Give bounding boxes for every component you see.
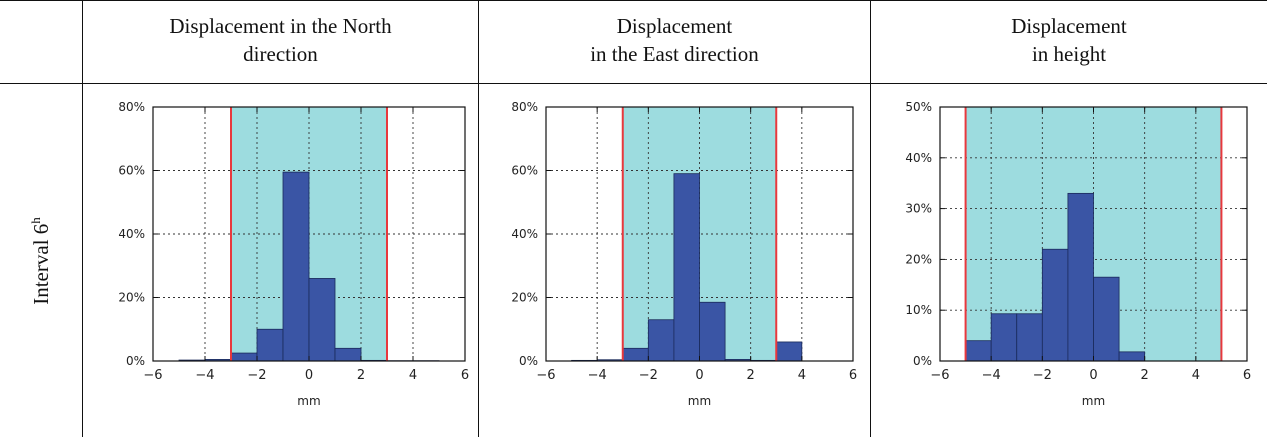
- height-xtick-label: 0: [1089, 368, 1097, 383]
- north-xtick-label: 4: [409, 368, 417, 383]
- height-xtick-label: 2: [1141, 368, 1149, 383]
- east-bar: [699, 301, 726, 362]
- north-bar: [308, 278, 336, 362]
- north-ytick-label: 0%: [126, 354, 145, 368]
- east-bar: [647, 319, 675, 362]
- height-bar: [1041, 248, 1069, 362]
- north-ytick-label: 60%: [118, 164, 145, 178]
- north-bar: [256, 328, 284, 362]
- east-xtick-label: −4: [588, 368, 607, 383]
- header-height-line2: in height: [1031, 42, 1107, 66]
- row-label-superscript: h: [28, 217, 44, 224]
- east-ytick-label: 0%: [519, 354, 538, 368]
- height-bar: [965, 340, 992, 362]
- east-xtick-label: 4: [798, 368, 806, 383]
- east-bar: [622, 347, 649, 362]
- east-xtick-label: 2: [747, 368, 755, 383]
- north-bar: [334, 347, 362, 362]
- height-ytick-label: 10%: [905, 303, 932, 317]
- height-xtick-label: −4: [982, 368, 1001, 383]
- header-height: Displacement in height: [871, 12, 1267, 68]
- height-xtick-label: −6: [930, 368, 949, 383]
- north-xtick-label: −4: [195, 368, 214, 383]
- height-ytick-label: 30%: [905, 202, 932, 216]
- height-xtick-label: −2: [1033, 368, 1052, 383]
- north-ytick-label: 40%: [118, 227, 145, 241]
- north-xtick-label: 2: [357, 368, 365, 383]
- header-east-line2: in the East direction: [590, 42, 759, 66]
- height-ytick-label: 50%: [905, 100, 932, 114]
- row-label: Interval 6h: [2, 217, 80, 305]
- height-bar: [990, 313, 1018, 362]
- east-xaxis-label: mm: [688, 394, 711, 408]
- height-xtick-label: 6: [1243, 368, 1251, 383]
- east-ytick-label: 20%: [511, 291, 538, 305]
- height-bar: [1093, 276, 1120, 362]
- east-bar: [673, 173, 700, 362]
- north-bar: [230, 352, 258, 362]
- chart-north: 0% 20% 40% 60% 80% −6 −4 −2 0 2 4 6 mm: [118, 100, 469, 408]
- north-xtick-label: 6: [461, 368, 469, 383]
- chart-height: 0% 10% 20% 30% 40% 50% −6 −4 −2 0 2 4 6 mm: [905, 100, 1251, 408]
- east-xtick-label: 6: [849, 368, 857, 383]
- header-height-line1: Displacement: [1011, 14, 1127, 38]
- height-bar: [1016, 313, 1043, 362]
- chart-east: 0% 20% 40% 60% 80% −6 −4 −2 0 2 4 6 mm: [511, 100, 857, 408]
- east-ytick-label: 40%: [511, 227, 538, 241]
- height-bar: [1067, 192, 1094, 362]
- east-ytick-label: 60%: [511, 164, 538, 178]
- row-label-text: Interval 6: [29, 223, 54, 305]
- header-east-line1: Displacement: [616, 14, 733, 38]
- north-xaxis-label: mm: [297, 394, 320, 408]
- east-ytick-label: 80%: [511, 100, 538, 114]
- height-xtick-label: 4: [1192, 368, 1200, 383]
- height-xaxis-label: mm: [1082, 394, 1105, 408]
- height-ytick-label: 40%: [905, 151, 932, 165]
- north-xtick-label: 0: [305, 368, 313, 383]
- east-xtick-label: −6: [536, 368, 555, 383]
- east-bar: [775, 341, 803, 362]
- north-ytick-label: 20%: [118, 291, 145, 305]
- header-north-line2: direction: [243, 42, 318, 66]
- height-ytick-label: 0%: [913, 354, 932, 368]
- header-north-line1: Displacement in the North: [169, 14, 392, 38]
- east-xtick-label: 0: [695, 368, 703, 383]
- header-north: Displacement in the North direction: [83, 12, 478, 68]
- height-bar: [1118, 351, 1146, 362]
- north-ytick-label: 80%: [118, 100, 145, 114]
- north-xtick-label: −2: [247, 368, 266, 383]
- height-ytick-label: 20%: [905, 252, 932, 266]
- north-xtick-label: −6: [143, 368, 162, 383]
- north-bar: [282, 171, 310, 362]
- header-east: Displacement in the East direction: [479, 12, 870, 68]
- east-xtick-label: −2: [639, 368, 658, 383]
